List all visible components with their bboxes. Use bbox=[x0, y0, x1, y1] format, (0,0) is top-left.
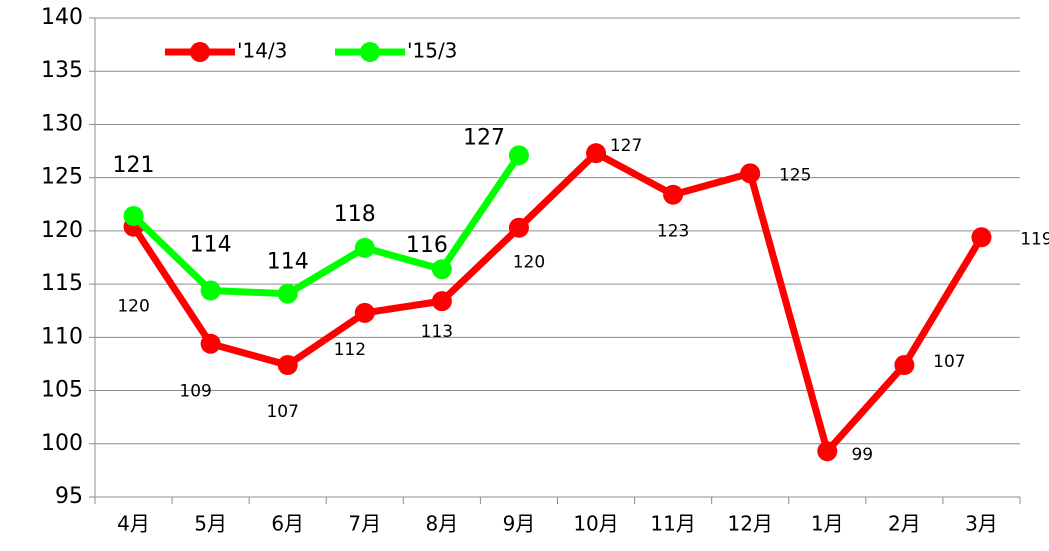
x-tick-label: 12月 bbox=[727, 512, 772, 536]
y-tick-label: 95 bbox=[55, 484, 83, 509]
point bbox=[200, 280, 221, 301]
point bbox=[817, 441, 838, 462]
data-label: 114 bbox=[190, 232, 232, 257]
legend-label: '15/3 bbox=[407, 39, 457, 63]
data-label: 123 bbox=[657, 222, 689, 242]
y-tick-label: 105 bbox=[41, 378, 83, 403]
data-label: 114 bbox=[267, 250, 309, 275]
point bbox=[123, 205, 144, 226]
x-tick-label: 9月 bbox=[503, 512, 536, 536]
data-label: 119 bbox=[1020, 229, 1049, 249]
x-tick-label: 8月 bbox=[426, 512, 459, 536]
point bbox=[431, 259, 452, 280]
point bbox=[277, 355, 298, 376]
x-tick-label: 6月 bbox=[271, 512, 304, 536]
y-tick-label: 135 bbox=[41, 58, 83, 83]
data-label: 109 bbox=[179, 382, 211, 402]
point bbox=[586, 143, 607, 164]
point bbox=[740, 163, 761, 184]
x-tick-label: 3月 bbox=[965, 512, 998, 536]
legend-marker bbox=[360, 42, 380, 62]
x-tick-label: 1月 bbox=[811, 512, 844, 536]
point bbox=[354, 302, 375, 323]
data-label: 112 bbox=[334, 340, 366, 360]
y-tick-label: 125 bbox=[41, 165, 83, 190]
x-tick-label: 4月 bbox=[117, 512, 150, 536]
x-tick-label: 10月 bbox=[573, 512, 618, 536]
data-label: 127 bbox=[610, 136, 642, 156]
y-tick-label: 120 bbox=[41, 218, 83, 243]
series-line bbox=[131, 153, 522, 298]
point bbox=[663, 184, 684, 205]
y-tick-label: 115 bbox=[41, 271, 83, 296]
legend-marker bbox=[190, 42, 210, 62]
point bbox=[354, 237, 375, 258]
data-label: 120 bbox=[513, 253, 545, 273]
series-line bbox=[130, 149, 985, 455]
point bbox=[431, 291, 452, 312]
data-label: 120 bbox=[117, 297, 149, 317]
point bbox=[508, 145, 529, 166]
y-tick-label: 140 bbox=[41, 5, 83, 30]
point bbox=[508, 217, 529, 238]
point bbox=[277, 283, 298, 304]
y-tick-label: 100 bbox=[41, 431, 83, 456]
data-label: 116 bbox=[406, 233, 448, 258]
x-tick-label: 11月 bbox=[650, 512, 695, 536]
data-label: 125 bbox=[779, 165, 811, 185]
point bbox=[894, 355, 915, 376]
y-tick-label: 130 bbox=[41, 111, 83, 136]
x-tick-label: 2月 bbox=[888, 512, 921, 536]
data-label: 107 bbox=[933, 352, 965, 372]
data-label: 127 bbox=[463, 125, 505, 150]
point bbox=[200, 333, 221, 354]
x-tick-label: 7月 bbox=[348, 512, 381, 536]
data-label: 121 bbox=[113, 153, 155, 178]
y-tick-label: 110 bbox=[41, 324, 83, 349]
point bbox=[971, 227, 992, 248]
data-label: 99 bbox=[851, 445, 873, 465]
data-label: 118 bbox=[334, 202, 376, 227]
x-tick-label: 5月 bbox=[194, 512, 227, 536]
data-label: 113 bbox=[421, 322, 453, 342]
data-label: 107 bbox=[266, 402, 298, 422]
legend-label: '14/3 bbox=[237, 39, 287, 63]
